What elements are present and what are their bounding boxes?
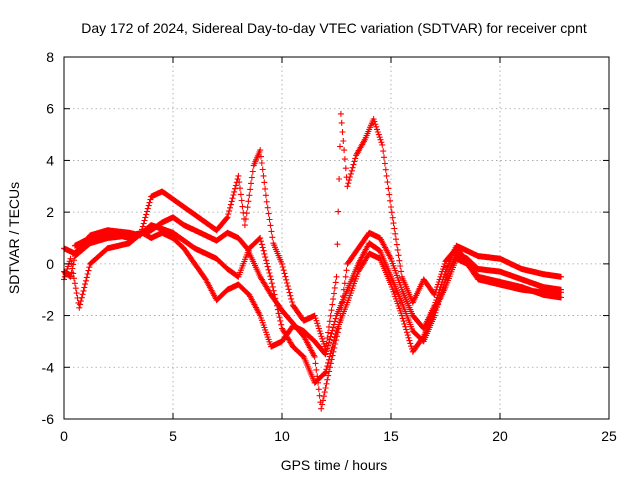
x-tick-label: 15 — [383, 428, 399, 444]
axis-ticks: 0 5 10 15 20 25 -6 -4 -2 0 2 4 6 8 — [42, 49, 617, 444]
y-tick-label: 6 — [46, 101, 54, 117]
y-tick-label: 0 — [46, 256, 54, 272]
x-tick-label: 0 — [60, 428, 68, 444]
x-tick-label: 10 — [274, 428, 290, 444]
grid-lines — [64, 57, 609, 419]
chart-title: Day 172 of 2024, Sidereal Day-to-day VTE… — [81, 20, 587, 36]
y-tick-label: 2 — [46, 204, 54, 220]
data-marks — [61, 110, 564, 412]
x-axis-label: GPS time / hours — [281, 457, 388, 473]
x-tick-label: 5 — [169, 428, 177, 444]
y-tick-label: -4 — [42, 359, 55, 375]
plot-frame — [63, 56, 610, 420]
y-tick-label: 4 — [46, 152, 54, 168]
y-tick-label: 8 — [46, 49, 54, 65]
y-axis-label: SDTVAR / TECUs — [6, 182, 22, 294]
x-tick-label: 25 — [601, 428, 617, 444]
sdtvar-points — [61, 110, 564, 412]
x-tick-label: 20 — [492, 428, 508, 444]
y-tick-label: -2 — [42, 308, 55, 324]
y-tick-label: -6 — [42, 411, 55, 427]
